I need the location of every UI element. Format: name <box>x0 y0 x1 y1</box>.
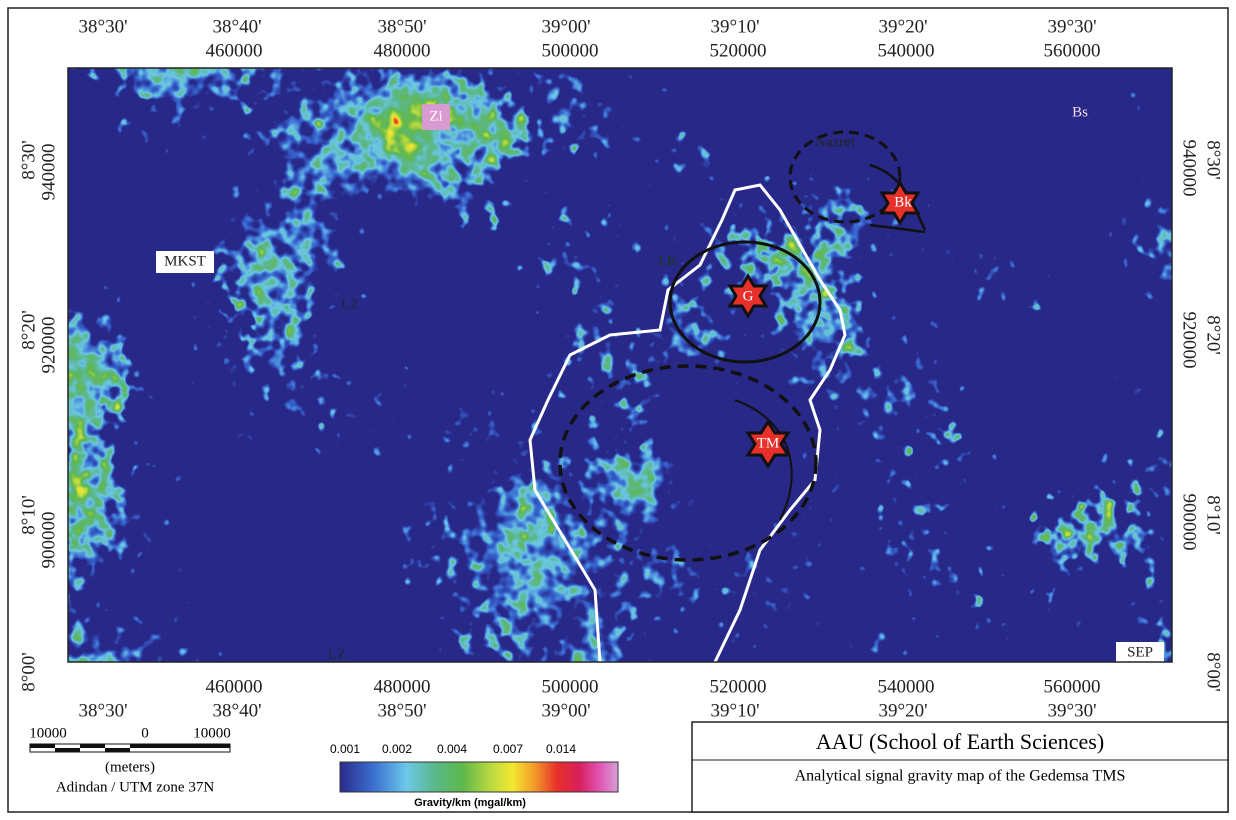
map-label: MKST <box>164 253 206 269</box>
graticule-label: 39°20' <box>878 16 927 37</box>
scale-label: 10000 <box>29 725 67 741</box>
graticule-label: 900000 <box>38 512 59 569</box>
graticule-label: 38°50' <box>377 700 426 721</box>
color-tick: 0.007 <box>493 742 523 756</box>
map-figure: Zi Bs Nazret Bk MKST LK G LZ TM LZ SEP 3… <box>0 0 1236 820</box>
graticule-label: 940000 <box>1179 140 1200 197</box>
graticule-label: 460000 <box>206 40 263 61</box>
color-scale-label: Gravity/km (mgal/km) <box>414 797 526 809</box>
scale-unit: (meters) <box>105 759 155 775</box>
raster-field <box>68 68 1172 662</box>
map-label: LZ <box>328 646 346 662</box>
scale-segment <box>130 744 230 748</box>
graticule-label: 38°30' <box>78 700 127 721</box>
graticule-label: 39°30' <box>1047 16 1096 37</box>
graticule-label: 39°20' <box>878 700 927 721</box>
graticule-label: 500000 <box>542 40 599 61</box>
graticule-label: 8°00' <box>1203 652 1224 692</box>
scale-segment <box>55 748 80 752</box>
graticule-label: 480000 <box>374 40 431 61</box>
graticule-label: 8°20' <box>1203 315 1224 355</box>
graticule-label: 38°40' <box>212 700 261 721</box>
graticule-label: 38°40' <box>212 16 261 37</box>
scale-segment <box>30 744 55 748</box>
graticule-label: 39°10' <box>710 16 759 37</box>
datum: Adindan / UTM zone 37N <box>56 779 214 795</box>
map-label: Bk <box>894 194 912 210</box>
graticule-label: 8°10' <box>1203 495 1224 535</box>
scale-label: 0 <box>141 725 149 741</box>
graticule-label: 920000 <box>38 317 59 374</box>
graticule-label: 39°00' <box>541 700 590 721</box>
map-label: Nazret <box>815 134 856 150</box>
graticule-label: 8°10' <box>18 495 39 535</box>
scale-segment <box>80 744 105 748</box>
page: Zi Bs Nazret Bk MKST LK G LZ TM LZ SEP 3… <box>0 0 1236 820</box>
gravity-raster <box>68 68 1172 664</box>
graticule-label: 8°20' <box>18 310 39 350</box>
color-tick: 0.014 <box>546 742 576 756</box>
scale-label: 10000 <box>193 725 231 741</box>
color-tick: 0.004 <box>437 742 467 756</box>
graticule-label: 38°50' <box>377 16 426 37</box>
graticule-label: 460000 <box>206 676 263 697</box>
graticule-label: 540000 <box>878 676 935 697</box>
institution: AAU (School of Earth Sciences) <box>816 729 1104 754</box>
graticule-label: 8°30' <box>1203 140 1224 180</box>
map-label: LK <box>658 253 678 269</box>
graticule-label: 500000 <box>542 676 599 697</box>
graticule-label: 8°00' <box>18 652 39 692</box>
graticule-label: 38°30' <box>78 16 127 37</box>
map-label: SEP <box>1127 644 1153 660</box>
graticule-label: 560000 <box>1044 676 1101 697</box>
scale-segment <box>105 748 130 752</box>
map-label: LZ <box>341 296 359 312</box>
graticule-label: 39°30' <box>1047 700 1096 721</box>
graticule-label: 8°30' <box>18 140 39 180</box>
graticule-label: 520000 <box>710 40 767 61</box>
title-block: AAU (School of Earth Sciences) Analytica… <box>692 722 1228 812</box>
map-label: Zi <box>429 108 442 124</box>
color-bar <box>340 762 618 792</box>
graticule-label: 920000 <box>1179 312 1200 369</box>
color-tick: 0.002 <box>382 742 412 756</box>
graticule-label: 480000 <box>374 676 431 697</box>
graticule-label: 940000 <box>38 144 59 201</box>
graticule-label: 39°00' <box>541 16 590 37</box>
graticule-label: 520000 <box>710 676 767 697</box>
map-label: Bs <box>1072 104 1088 120</box>
color-tick: 0.001 <box>330 742 360 756</box>
graticule-label: 39°10' <box>710 700 759 721</box>
graticule-label: 900000 <box>1179 494 1200 551</box>
map-label: G <box>743 288 754 304</box>
caption: Analytical signal gravity map of the Ged… <box>795 768 1126 785</box>
graticule-label: 540000 <box>878 40 935 61</box>
graticule-label: 560000 <box>1044 40 1101 61</box>
map-label: TM <box>757 435 780 451</box>
